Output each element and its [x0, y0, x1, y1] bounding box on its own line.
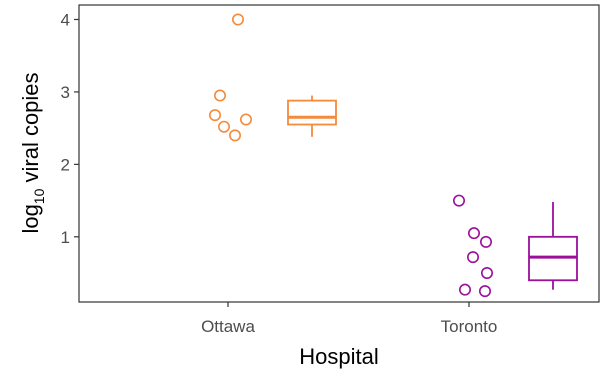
y-tick-label: 1	[61, 228, 70, 247]
y-axis-title-rest: viral copies	[18, 72, 43, 188]
data-point	[214, 89, 227, 102]
chart-marks	[209, 13, 578, 298]
y-axis: 1 2 3 4	[61, 10, 79, 247]
data-point	[480, 267, 493, 280]
data-point	[466, 251, 479, 264]
y-tick-label: 4	[61, 10, 70, 29]
data-point	[232, 13, 245, 26]
y-tick-label: 2	[61, 155, 70, 174]
y-tick-label: 3	[61, 83, 70, 102]
data-point	[229, 129, 242, 142]
x-axis-title: Hospital	[299, 344, 378, 369]
plot-panel	[78, 4, 600, 303]
y-axis-title-sub: 10	[31, 188, 47, 204]
x-tick-label: Toronto	[441, 317, 498, 336]
y-axis-title-main: log	[18, 204, 43, 233]
data-point	[478, 285, 491, 298]
group-toronto	[452, 194, 578, 298]
data-point	[218, 120, 231, 133]
x-tick-label: Ottawa	[201, 317, 255, 336]
group-ottawa	[209, 13, 337, 142]
box-iqr	[287, 99, 337, 126]
data-point	[452, 194, 465, 207]
x-axis: Ottawa Toronto	[201, 302, 497, 336]
data-point	[240, 113, 253, 126]
data-point	[479, 235, 492, 248]
data-point	[209, 109, 222, 122]
data-point	[458, 283, 471, 296]
data-point	[467, 227, 480, 240]
y-axis-title: log10 viral copies	[18, 72, 47, 233]
